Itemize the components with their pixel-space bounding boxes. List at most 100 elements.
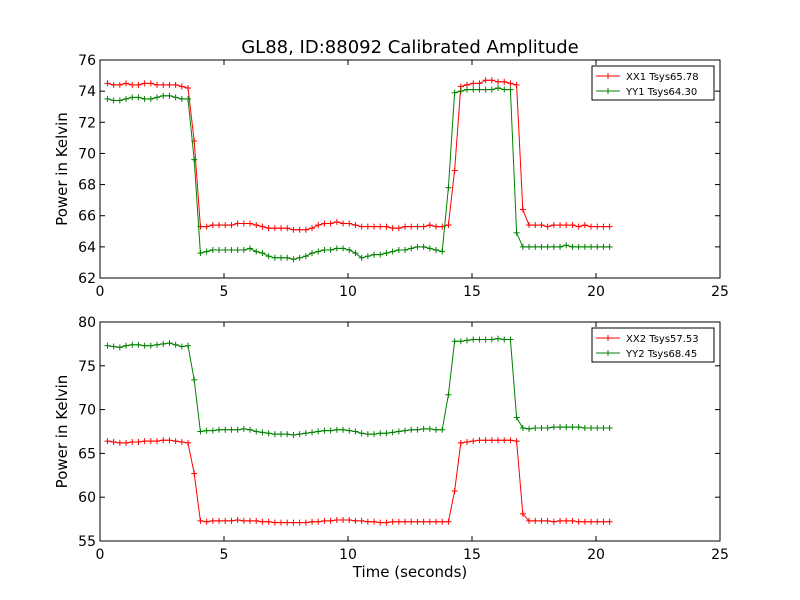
data-point [507, 86, 514, 93]
data-point [557, 424, 564, 431]
data-point [352, 517, 359, 524]
data-point [216, 222, 223, 229]
data-point [166, 92, 173, 99]
data-point [451, 167, 458, 174]
data-point [457, 439, 464, 446]
data-point [116, 81, 123, 88]
data-point [147, 95, 154, 102]
data-point [588, 424, 595, 431]
data-point [240, 246, 247, 253]
data-point [544, 243, 551, 250]
data-point [544, 223, 551, 230]
data-point [470, 86, 477, 93]
data-point [563, 517, 570, 524]
data-point [519, 243, 526, 250]
legend [591, 65, 715, 101]
data-point [178, 439, 185, 446]
data-point [389, 518, 396, 525]
data-point [457, 88, 464, 95]
data-point [340, 426, 347, 433]
data-point [321, 427, 328, 434]
data-point [228, 222, 235, 229]
data-point [513, 438, 520, 445]
data-point [464, 86, 471, 93]
data-point [216, 517, 223, 524]
data-point [340, 516, 347, 523]
data-point [377, 251, 384, 258]
data-point [191, 470, 198, 477]
data-point [451, 338, 458, 345]
data-point [309, 429, 316, 436]
data-point [569, 517, 576, 524]
series-line [107, 87, 610, 260]
data-point [123, 342, 130, 349]
data-point [538, 243, 545, 250]
data-point [563, 242, 570, 249]
data-point [278, 254, 285, 261]
x-tick-label: 25 [711, 547, 729, 563]
data-point [333, 516, 340, 523]
data-point [389, 225, 396, 232]
y-tick-label: 74 [78, 84, 96, 100]
data-point [197, 517, 204, 524]
data-point [526, 517, 533, 524]
data-point [538, 424, 545, 431]
data-point [265, 430, 272, 437]
y-tick-label: 76 [78, 53, 96, 69]
data-point [557, 222, 564, 229]
data-point [216, 246, 223, 253]
data-point [327, 220, 334, 227]
data-point [203, 518, 210, 525]
data-point [600, 223, 607, 230]
data-point [414, 223, 421, 230]
data-point [470, 80, 477, 87]
x-tick-label: 25 [711, 284, 729, 300]
data-point [265, 253, 272, 260]
data-point [445, 184, 452, 191]
data-point [606, 243, 613, 250]
bottom-subplot: 0 5 10 15 20 25 55 60 65 70 75 80 Power in Kelvin Tim… [53, 315, 729, 581]
data-point [116, 344, 123, 351]
data-point [104, 80, 111, 87]
data-point [433, 246, 440, 253]
data-point [507, 80, 514, 87]
data-point [395, 225, 402, 232]
data-point [185, 95, 192, 102]
data-point [588, 518, 595, 525]
data-point [222, 426, 229, 433]
data-point [253, 428, 260, 435]
data-point [327, 427, 334, 434]
data-point [538, 517, 545, 524]
data-point [191, 156, 198, 163]
data-point [519, 424, 526, 431]
legend-entry: XX1 Tsys65.78 [626, 72, 699, 83]
data-point [116, 97, 123, 104]
y-axis-label: Power in Kelvin [53, 112, 71, 226]
data-point [178, 343, 185, 350]
data-point [160, 81, 167, 88]
data-point [240, 517, 247, 524]
data-point [253, 222, 260, 229]
data-point [135, 94, 142, 101]
data-point [346, 427, 353, 434]
data-point [464, 439, 471, 446]
data-point [408, 518, 415, 525]
data-point [352, 428, 359, 435]
y-tick-label: 60 [78, 490, 96, 506]
data-point [247, 245, 254, 252]
x-tick-label: 20 [587, 547, 605, 563]
data-point [470, 336, 477, 343]
data-point [451, 488, 458, 495]
data-point [476, 86, 483, 93]
data-point [395, 518, 402, 525]
data-point [166, 340, 173, 347]
data-point [135, 81, 142, 88]
chart-title: GL88, ID:88092 Calibrated Amplitude [241, 37, 579, 58]
data-point [141, 342, 148, 349]
data-point [563, 222, 570, 229]
legend [591, 327, 715, 363]
data-point [247, 220, 254, 227]
data-point [402, 427, 409, 434]
data-point [284, 431, 291, 438]
x-tick-label: 5 [220, 547, 229, 563]
